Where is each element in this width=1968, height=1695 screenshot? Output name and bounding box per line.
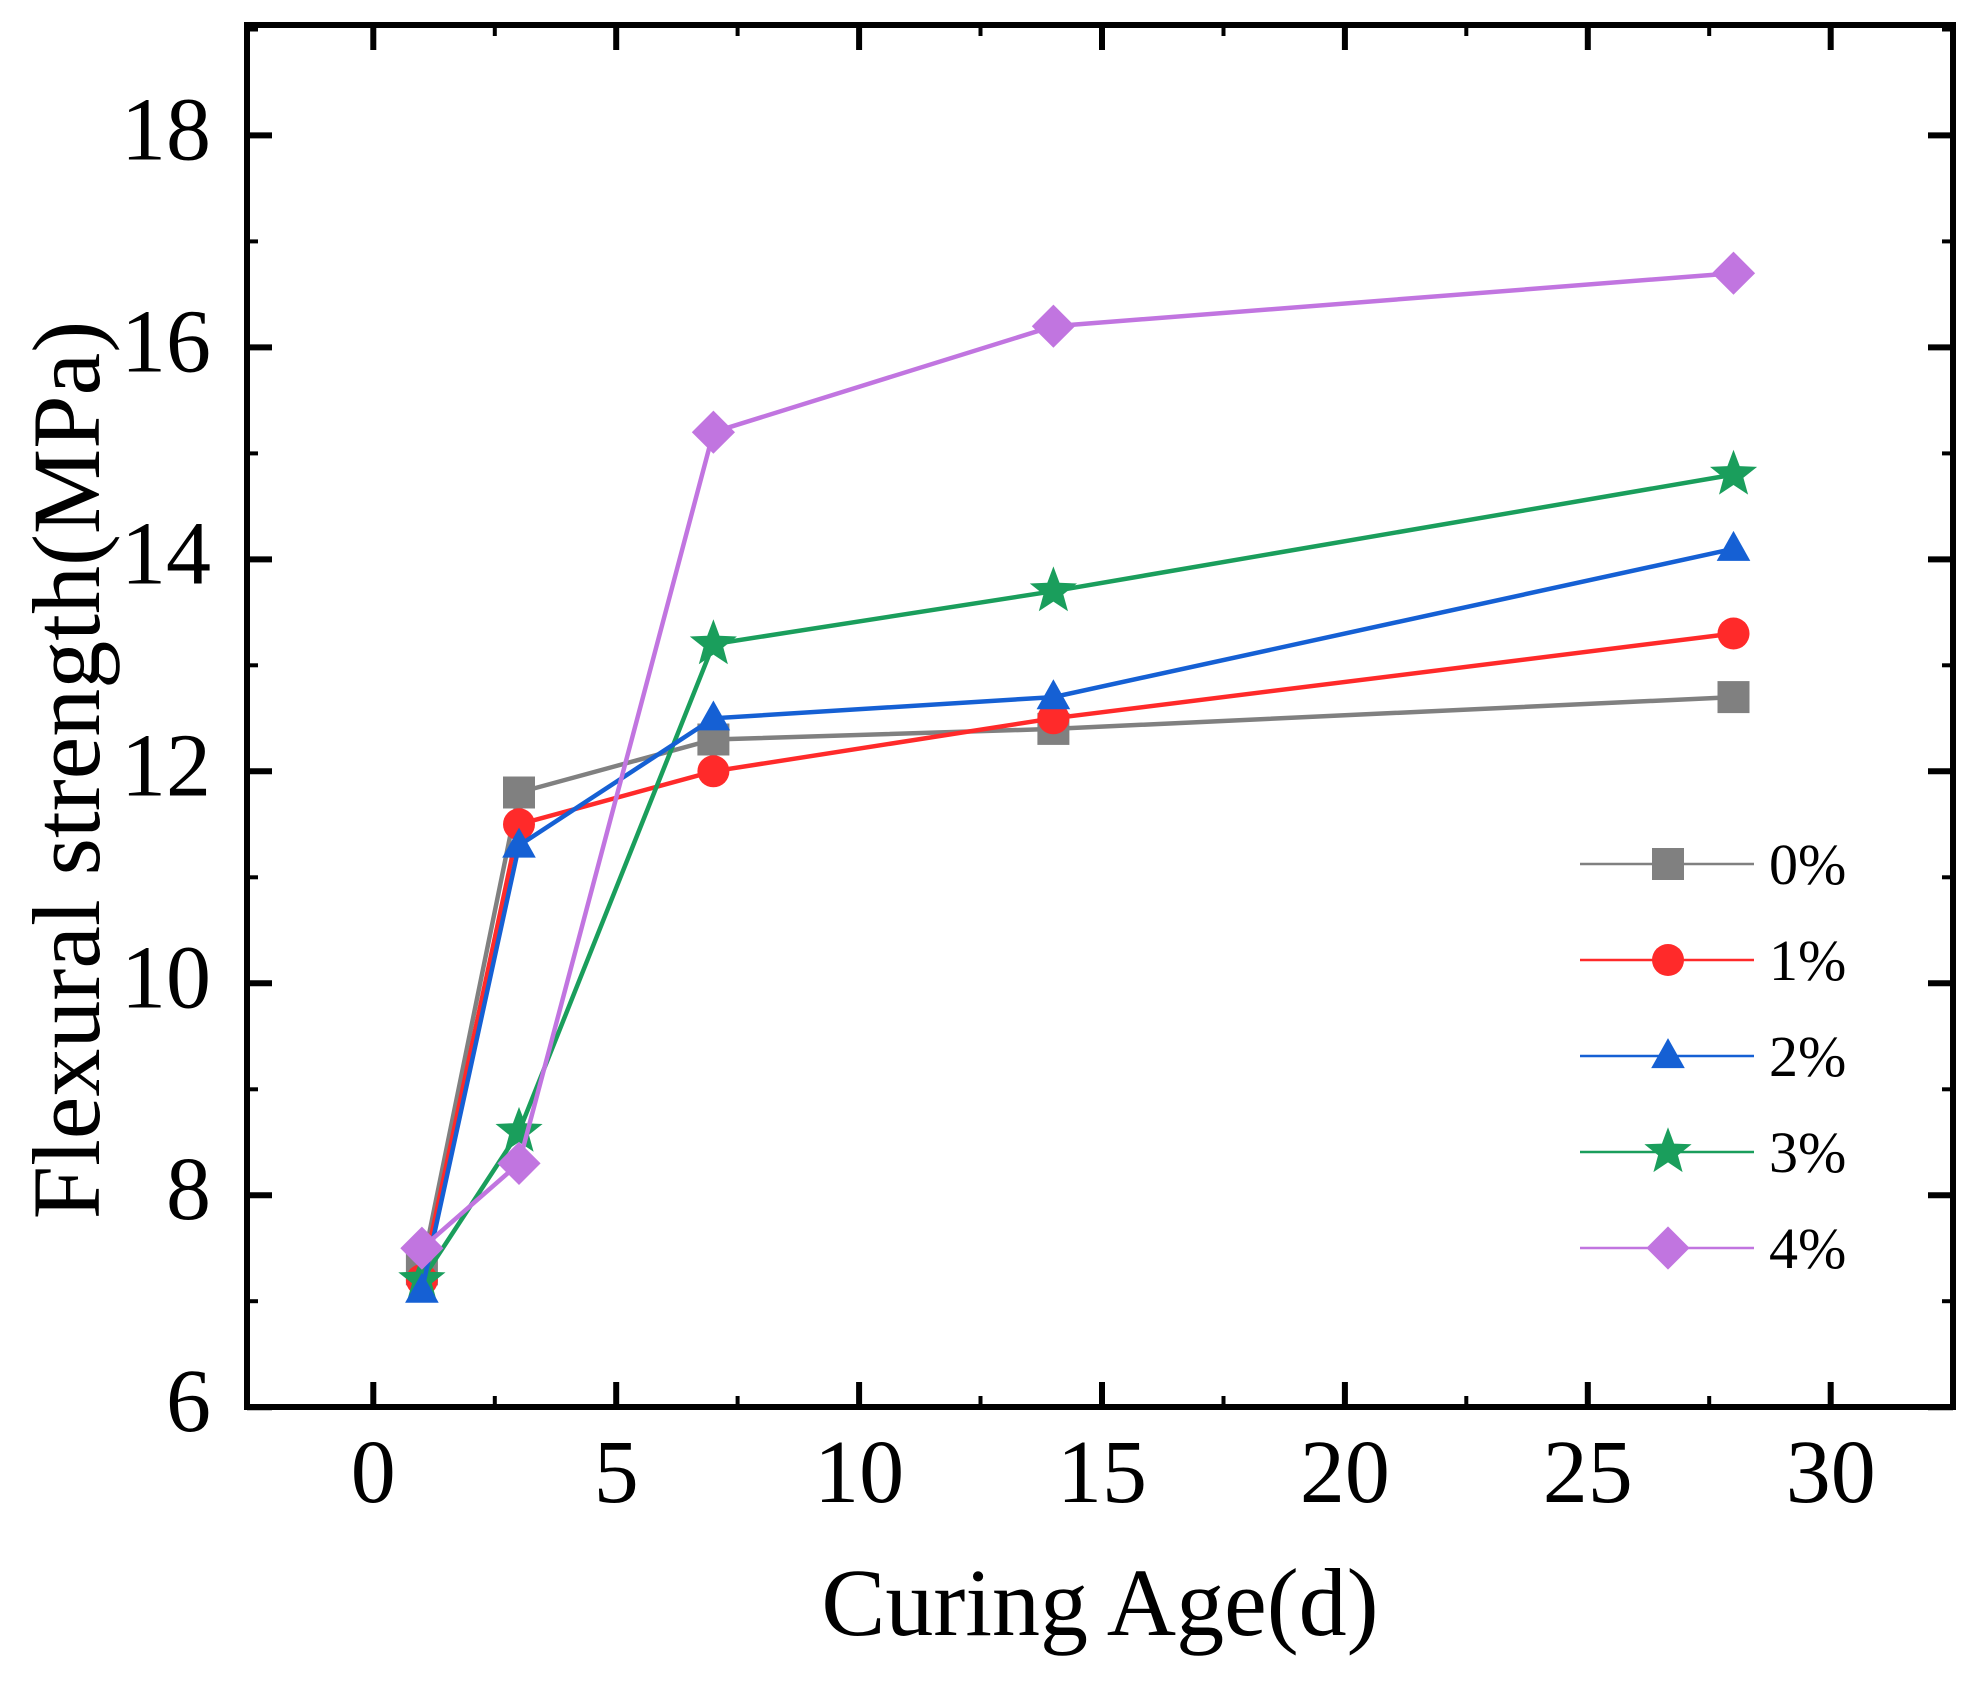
svg-text:10: 10 — [121, 928, 211, 1027]
svg-text:4%: 4% — [1769, 1216, 1846, 1281]
svg-text:3%: 3% — [1769, 1120, 1846, 1185]
svg-text:0%: 0% — [1769, 832, 1846, 897]
svg-text:6: 6 — [166, 1352, 211, 1451]
svg-text:20: 20 — [1300, 1423, 1390, 1522]
svg-text:Curing Age(d): Curing Age(d) — [821, 1549, 1378, 1656]
svg-text:16: 16 — [121, 292, 211, 391]
svg-text:Flexural strength(MPa): Flexural strength(MPa) — [13, 321, 120, 1220]
svg-text:0: 0 — [351, 1423, 396, 1522]
svg-text:12: 12 — [121, 716, 211, 815]
svg-text:5: 5 — [594, 1423, 639, 1522]
svg-text:8: 8 — [166, 1140, 211, 1239]
svg-text:1%: 1% — [1769, 928, 1846, 993]
svg-text:10: 10 — [814, 1423, 904, 1522]
svg-text:14: 14 — [121, 504, 211, 603]
svg-text:2%: 2% — [1769, 1024, 1846, 1089]
svg-text:25: 25 — [1543, 1423, 1633, 1522]
svg-text:15: 15 — [1057, 1423, 1147, 1522]
svg-text:18: 18 — [121, 80, 211, 179]
svg-text:30: 30 — [1786, 1423, 1876, 1522]
